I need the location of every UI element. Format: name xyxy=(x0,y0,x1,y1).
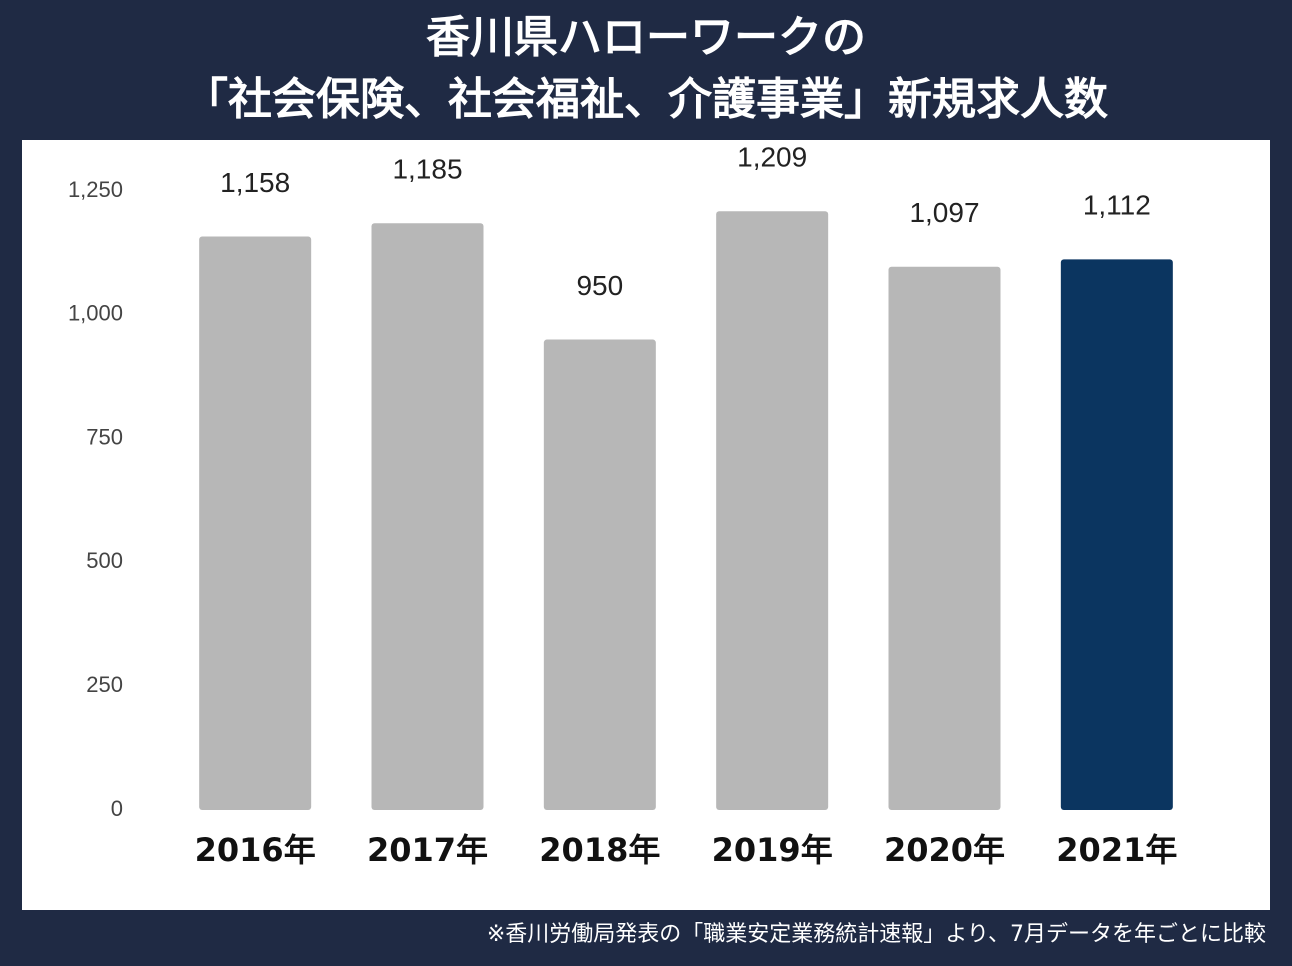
value-label: 1,185 xyxy=(392,154,462,185)
bar xyxy=(543,339,656,810)
y-tick-label: 0 xyxy=(111,796,123,821)
bar xyxy=(371,223,484,811)
y-tick-label: 1,250 xyxy=(68,177,123,202)
chart-title: 香川県ハローワークの xyxy=(426,12,866,63)
x-tick-label: 2016年 xyxy=(195,831,316,869)
value-label: 1,112 xyxy=(1083,190,1151,221)
y-tick-label: 250 xyxy=(86,672,123,697)
y-tick-label: 750 xyxy=(86,424,123,449)
bar xyxy=(199,236,312,810)
x-tick-label: 2017年 xyxy=(367,831,488,869)
y-tick-label: 1,000 xyxy=(68,301,123,326)
value-label: 1,097 xyxy=(909,197,979,228)
y-tick-label: 500 xyxy=(86,548,123,573)
footnote: ※香川労働局発表の「職業安定業務統計速報」より、7月データを年ごとに比較 xyxy=(487,922,1266,947)
bar xyxy=(716,211,829,810)
x-tick-label: 2021年 xyxy=(1056,831,1177,869)
value-label: 950 xyxy=(576,270,623,301)
x-tick-label: 2020年 xyxy=(884,831,1005,869)
bar xyxy=(888,266,1001,810)
value-label: 1,158 xyxy=(220,167,290,198)
x-tick-label: 2018年 xyxy=(539,831,660,869)
bar xyxy=(1060,259,1173,810)
value-label: 1,209 xyxy=(737,142,807,173)
chart-title: 「社会保険、社会福祉、介護事業」新規求人数 xyxy=(184,74,1108,125)
x-tick-label: 2019年 xyxy=(712,831,833,869)
